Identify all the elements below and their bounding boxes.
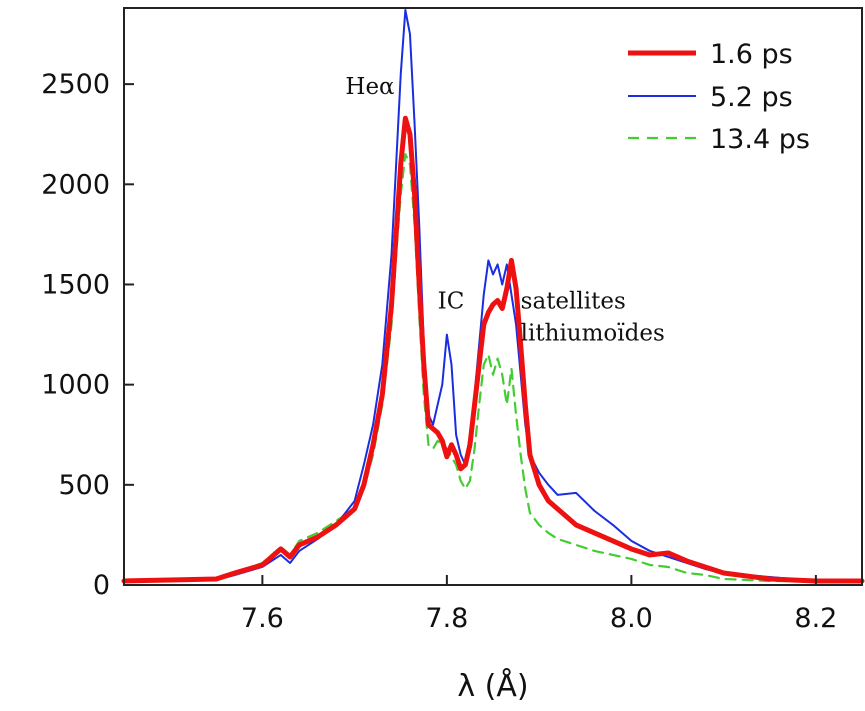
legend-label-2: 13.4 ps xyxy=(710,124,810,155)
annotation-label: lithiumoïdes xyxy=(521,321,665,347)
plot-frame xyxy=(123,7,863,586)
series-line-1 xyxy=(123,9,863,583)
series-line-2 xyxy=(122,153,864,583)
y-tick-label: 500 xyxy=(58,470,110,501)
y-tick-label: 2500 xyxy=(41,69,110,100)
x-tick-label: 7.8 xyxy=(425,603,468,634)
annotation-label: satellites xyxy=(521,289,626,315)
y-tick-label: 0 xyxy=(93,570,110,601)
y-tick-label: 1000 xyxy=(41,370,110,401)
legend-label-0: 1.6 ps xyxy=(710,39,793,70)
x-tick-label: 7.6 xyxy=(241,603,284,634)
series-line-0 xyxy=(121,115,865,584)
x-axis-title: λ (Å) xyxy=(457,668,528,704)
legend-label-1: 5.2 ps xyxy=(710,82,793,113)
x-tick-label: 8.2 xyxy=(794,603,837,634)
annotation-label: Heα xyxy=(345,74,394,100)
x-tick-label: 8.0 xyxy=(610,603,653,634)
y-tick-label: 2000 xyxy=(41,169,110,200)
annotation-label: IC xyxy=(438,289,465,315)
y-tick-label: 1500 xyxy=(41,269,110,300)
